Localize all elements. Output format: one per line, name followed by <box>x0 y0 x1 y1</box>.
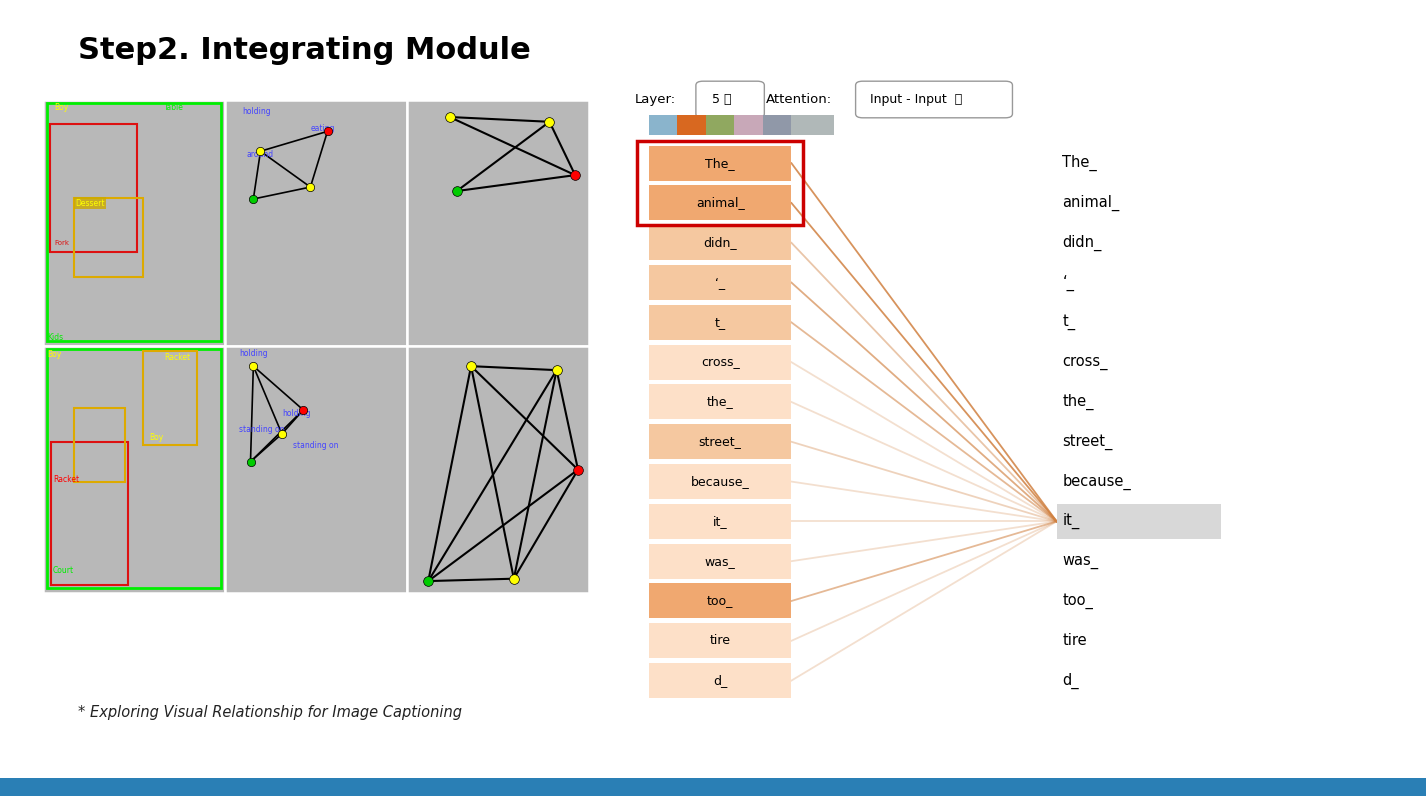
Bar <box>0 778 1426 796</box>
Text: the_: the_ <box>1062 394 1094 410</box>
Text: Racket: Racket <box>53 475 78 484</box>
Bar <box>706 115 734 135</box>
Text: Step2. Integrating Module: Step2. Integrating Module <box>78 36 530 64</box>
Text: d_: d_ <box>1062 673 1079 689</box>
Text: The_: The_ <box>1062 155 1097 171</box>
Text: animal_: animal_ <box>1062 195 1119 211</box>
Text: Boy: Boy <box>150 433 164 442</box>
Text: holding: holding <box>282 409 311 419</box>
Bar <box>677 115 706 135</box>
Bar <box>649 623 791 658</box>
Bar <box>649 185 791 220</box>
Bar <box>649 265 791 300</box>
Bar <box>649 544 791 579</box>
Text: Court: Court <box>53 566 74 576</box>
Text: ‘_: ‘_ <box>714 276 726 289</box>
Bar <box>47 103 221 341</box>
Text: d_: d_ <box>713 674 727 687</box>
Text: was_: was_ <box>704 555 736 568</box>
Bar <box>649 115 677 135</box>
Bar <box>649 464 791 499</box>
Bar <box>43 100 225 346</box>
Text: Layer:: Layer: <box>635 93 676 106</box>
Text: street_: street_ <box>1062 434 1112 450</box>
Bar <box>50 124 137 252</box>
Text: animal_: animal_ <box>696 197 744 209</box>
Bar <box>649 305 791 340</box>
Text: didn_: didn_ <box>703 236 737 249</box>
Text: it_: it_ <box>713 515 727 528</box>
Text: ‘_: ‘_ <box>1062 275 1074 291</box>
FancyBboxPatch shape <box>696 81 764 118</box>
Bar <box>649 384 791 419</box>
Bar <box>406 346 589 593</box>
Bar <box>637 141 803 225</box>
Text: street_: street_ <box>699 435 742 448</box>
Text: was_: was_ <box>1062 554 1098 568</box>
FancyBboxPatch shape <box>856 81 1012 118</box>
Text: * Exploring Visual Relationship for Image Captioning: * Exploring Visual Relationship for Imag… <box>78 705 462 720</box>
Bar <box>225 346 406 593</box>
Text: around: around <box>247 150 274 159</box>
Text: standing on: standing on <box>240 425 285 435</box>
Text: Input - Input  ⬥: Input - Input ⬥ <box>870 93 963 106</box>
Bar <box>74 408 125 482</box>
Text: t_: t_ <box>1062 314 1075 330</box>
Bar <box>649 583 791 618</box>
Text: eating: eating <box>311 124 335 134</box>
Text: holding: holding <box>240 349 268 358</box>
Text: Attention:: Attention: <box>766 93 831 106</box>
Text: cross_: cross_ <box>700 356 740 369</box>
Bar <box>649 146 791 181</box>
Text: standing on: standing on <box>294 441 339 451</box>
Text: because_: because_ <box>690 475 750 488</box>
Text: didn_: didn_ <box>1062 235 1102 251</box>
Text: because_: because_ <box>1062 474 1131 490</box>
Text: Racket: Racket <box>164 353 190 361</box>
Bar <box>649 345 791 380</box>
Text: 5 ⬥: 5 ⬥ <box>712 93 732 106</box>
Bar <box>649 504 791 539</box>
Bar <box>47 349 221 588</box>
Bar <box>649 225 791 260</box>
Text: Dessert: Dessert <box>76 199 106 208</box>
Bar <box>734 115 763 135</box>
Text: it_: it_ <box>1062 513 1079 529</box>
Bar <box>74 198 144 277</box>
Text: tire: tire <box>1062 634 1087 648</box>
Text: The_: The_ <box>706 157 734 170</box>
Bar <box>143 351 197 445</box>
Text: holding: holding <box>242 107 271 116</box>
Bar <box>1057 504 1221 539</box>
Text: too_: too_ <box>1062 593 1094 609</box>
Text: tire: tire <box>710 634 730 647</box>
Text: too_: too_ <box>707 595 733 607</box>
Bar <box>43 346 225 593</box>
Bar <box>649 663 791 698</box>
Text: Table: Table <box>164 103 184 112</box>
Text: t_: t_ <box>714 316 726 329</box>
Bar <box>51 442 128 585</box>
Bar <box>649 424 791 459</box>
Bar <box>225 100 406 346</box>
Text: Boy: Boy <box>47 350 61 359</box>
Text: Boy: Boy <box>54 103 68 112</box>
Text: Kids: Kids <box>47 333 63 342</box>
Text: cross_: cross_ <box>1062 355 1108 369</box>
Text: Fork: Fork <box>54 240 70 246</box>
Bar <box>406 100 589 346</box>
Bar <box>791 115 834 135</box>
Text: the_: the_ <box>707 396 733 408</box>
Bar <box>763 115 791 135</box>
